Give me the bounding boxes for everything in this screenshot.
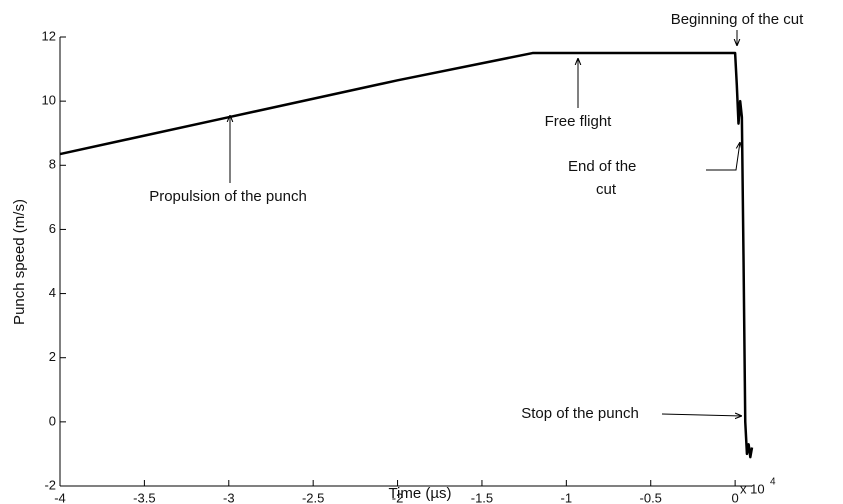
x-tick-label: -1 (561, 490, 573, 504)
y-axis-label: Punch speed (m/s) (11, 199, 28, 325)
x-tick-label: -4 (54, 490, 66, 504)
arrow (661, 414, 742, 416)
y-tick-label: 2 (49, 349, 56, 364)
arrow (706, 142, 740, 171)
annotation-arrows (230, 30, 742, 416)
x-tick-label: -0.5 (640, 490, 662, 504)
annotation: End of the (568, 158, 636, 175)
x-tick-label: -3.5 (133, 490, 155, 504)
line (59, 51, 754, 459)
annotation: Stop of the punch (521, 405, 639, 422)
x-tick-label: 0 (732, 490, 739, 504)
x-tick-label: -2 (392, 490, 404, 504)
y-tick-label: 12 (42, 28, 56, 43)
x-multiplier: x 10 (740, 481, 765, 496)
annotation: cut (596, 181, 617, 198)
x-tick-label: -2.5 (302, 490, 324, 504)
annotation: Free flight (545, 113, 613, 130)
x-axis-label: Time (µs) (388, 485, 451, 502)
x-tick-label: -1.5 (471, 490, 493, 504)
x-tick-label: -3 (223, 490, 235, 504)
y-tick-label: 0 (49, 413, 56, 428)
annotation: Propulsion of the punch (149, 188, 307, 205)
y-tick-label: 10 (42, 93, 56, 108)
y-tick-label: 8 (49, 157, 56, 172)
annotation: Beginning of the cut (671, 11, 804, 28)
y-tick-label: 6 (49, 221, 56, 236)
y-tick-label: -2 (44, 477, 56, 492)
x-multiplier-exponent: 4 (770, 477, 776, 488)
y-tick-label: 4 (49, 285, 56, 300)
